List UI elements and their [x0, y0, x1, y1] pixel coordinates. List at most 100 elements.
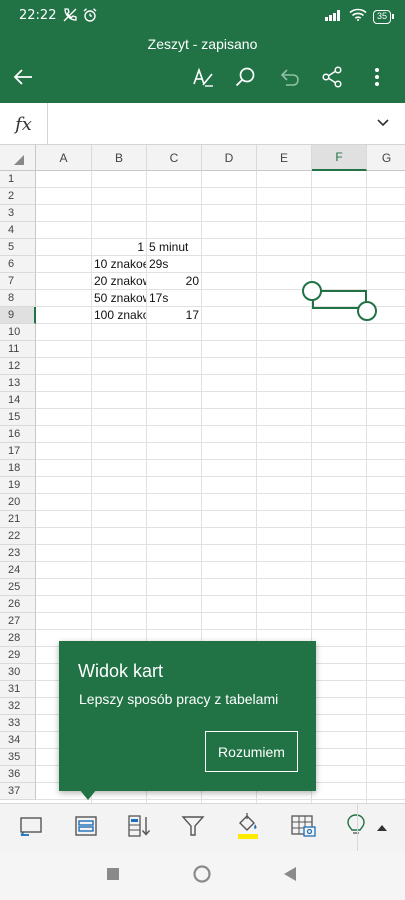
row-header-14[interactable]: 14 [0, 392, 36, 409]
column-header-f[interactable]: F [312, 145, 367, 171]
row-header-5[interactable]: 5 [0, 239, 36, 256]
fill-color-button[interactable] [233, 812, 263, 843]
column-header-g[interactable]: G [367, 145, 405, 171]
gridline [36, 357, 405, 358]
back-button[interactable] [8, 64, 38, 94]
gridline [36, 612, 405, 613]
row-header-33[interactable]: 33 [0, 715, 36, 732]
row-header-36[interactable]: 36 [0, 766, 36, 783]
gridline [36, 442, 405, 443]
cell-c7[interactable]: 20 [185, 274, 199, 288]
row-header-32[interactable]: 32 [0, 698, 36, 715]
home-button[interactable] [192, 864, 212, 886]
row-header-1[interactable]: 1 [0, 171, 36, 188]
cell-c8[interactable]: 17s [149, 291, 169, 305]
cell-b7[interactable]: 20 znakow [94, 274, 146, 288]
row-header-31[interactable]: 31 [0, 681, 36, 698]
row-header-16[interactable]: 16 [0, 426, 36, 443]
row-header-13[interactable]: 13 [0, 375, 36, 392]
row-header-15[interactable]: 15 [0, 409, 36, 426]
system-navigation-bar [0, 851, 405, 900]
cell-b8[interactable]: 50 znakow [94, 291, 146, 305]
filter-icon [181, 814, 205, 843]
column-header-d[interactable]: D [202, 145, 257, 171]
row-header-30[interactable]: 30 [0, 664, 36, 681]
expand-toolbar-button[interactable] [357, 804, 405, 852]
alarm-icon [82, 7, 98, 28]
column-header-b[interactable]: B [92, 145, 147, 171]
gridline [201, 171, 202, 803]
row-header-18[interactable]: 18 [0, 460, 36, 477]
gridline [91, 171, 92, 803]
ideas-button[interactable] [341, 813, 371, 843]
column-header-c[interactable]: C [147, 145, 202, 171]
recommended-charts-icon [19, 815, 43, 842]
row-header-21[interactable]: 21 [0, 511, 36, 528]
row-header-24[interactable]: 24 [0, 562, 36, 579]
undo-button[interactable] [274, 64, 304, 94]
tooltip-body: Lepszy sposób pracy z tabelami [79, 691, 279, 707]
gridline [36, 425, 405, 426]
row-header-2[interactable]: 2 [0, 188, 36, 205]
row-header-19[interactable]: 19 [0, 477, 36, 494]
recommended-charts-button[interactable] [16, 813, 46, 843]
row-header-7[interactable]: 7 [0, 273, 36, 290]
row-header-20[interactable]: 20 [0, 494, 36, 511]
share-icon [321, 65, 343, 93]
chevron-down-icon[interactable] [375, 115, 391, 131]
function-button[interactable]: fx [0, 103, 48, 145]
edit-button[interactable] [188, 64, 218, 94]
row-header-23[interactable]: 23 [0, 545, 36, 562]
row-header-34[interactable]: 34 [0, 732, 36, 749]
column-header-e[interactable]: E [257, 145, 312, 171]
gridline [36, 238, 405, 239]
card-view-icon [74, 815, 98, 842]
filter-button[interactable] [178, 813, 208, 843]
got-it-button[interactable]: Rozumiem [205, 731, 298, 772]
cell-c9[interactable]: 17 [185, 308, 199, 322]
gridline [36, 323, 405, 324]
row-header-26[interactable]: 26 [0, 596, 36, 613]
gridline [256, 171, 257, 803]
back-nav-button[interactable] [280, 866, 300, 886]
row-header-12[interactable]: 12 [0, 358, 36, 375]
cell-b6[interactable]: 10 znakoe [94, 257, 146, 271]
triangle-left-icon [283, 866, 297, 887]
cell-b5[interactable]: 1 [137, 240, 144, 254]
row-header-8[interactable]: 8 [0, 290, 36, 307]
row-header-37[interactable]: 37 [0, 783, 36, 800]
row-header-25[interactable]: 25 [0, 579, 36, 596]
sort-button[interactable] [125, 813, 155, 843]
row-header-6[interactable]: 6 [0, 256, 36, 273]
row-header-35[interactable]: 35 [0, 749, 36, 766]
status-time: 22:22 [19, 8, 57, 23]
row-header-22[interactable]: 22 [0, 528, 36, 545]
more-options-button[interactable] [362, 64, 392, 94]
card-view-button[interactable] [71, 813, 101, 843]
row-header-11[interactable]: 11 [0, 341, 36, 358]
row-header-4[interactable]: 4 [0, 222, 36, 239]
gridline [36, 459, 405, 460]
search-button[interactable] [230, 64, 260, 94]
selection-handle-end[interactable] [357, 301, 377, 321]
column-header-a[interactable]: A [36, 145, 92, 171]
row-header-9[interactable]: 9 [0, 307, 36, 324]
row-header-10[interactable]: 10 [0, 324, 36, 341]
row-header-27[interactable]: 27 [0, 613, 36, 630]
row-header-3[interactable]: 3 [0, 205, 36, 222]
row-header-17[interactable]: 17 [0, 443, 36, 460]
cell-c5[interactable]: 5 minut [149, 240, 189, 254]
share-button[interactable] [317, 64, 347, 94]
row-header-28[interactable]: 28 [0, 630, 36, 647]
select-all-corner[interactable] [0, 145, 36, 171]
row-header-29[interactable]: 29 [0, 647, 36, 664]
gridline [311, 171, 312, 803]
recents-button[interactable] [103, 866, 123, 886]
more-vertical-icon [374, 67, 380, 92]
document-title: Zeszyt - zapisano [147, 36, 258, 52]
selection-handle-start[interactable] [302, 281, 322, 301]
cell-c6[interactable]: 29s [149, 257, 169, 271]
insert-table-button[interactable] [288, 813, 318, 843]
text-edit-icon [192, 66, 214, 93]
cell-b9[interactable]: 100 znako [94, 308, 146, 322]
